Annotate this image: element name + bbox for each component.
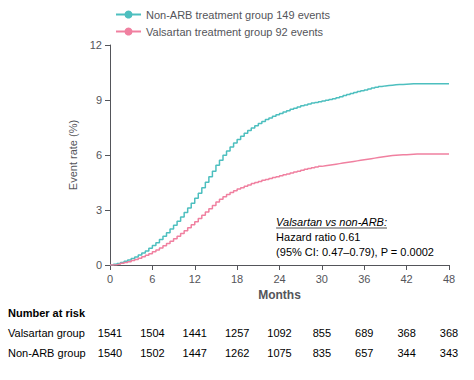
svg-text:1092: 1092	[267, 327, 291, 339]
svg-text:12: 12	[90, 39, 102, 51]
svg-text:Months: Months	[258, 288, 301, 302]
svg-text:Valsartan group: Valsartan group	[8, 327, 85, 339]
svg-text:1541: 1541	[98, 327, 122, 339]
svg-text:1075: 1075	[267, 347, 291, 359]
svg-text:48: 48	[443, 273, 455, 285]
svg-text:855: 855	[313, 327, 331, 339]
svg-text:Event rate (%): Event rate (%)	[67, 120, 79, 190]
svg-text:9: 9	[96, 94, 102, 106]
svg-text:368: 368	[397, 327, 415, 339]
svg-text:Number at risk: Number at risk	[8, 307, 86, 319]
svg-text:1262: 1262	[225, 347, 249, 359]
svg-text:Non-ARB group: Non-ARB group	[8, 347, 86, 359]
svg-text:12: 12	[189, 273, 201, 285]
svg-text:24: 24	[273, 273, 285, 285]
svg-text:36: 36	[358, 273, 370, 285]
svg-text:343: 343	[440, 347, 458, 359]
svg-text:1441: 1441	[183, 327, 207, 339]
svg-text:0: 0	[107, 273, 113, 285]
svg-text:6: 6	[96, 149, 102, 161]
svg-text:835: 835	[313, 347, 331, 359]
svg-text:368: 368	[440, 327, 458, 339]
svg-text:1257: 1257	[225, 327, 249, 339]
svg-text:689: 689	[355, 327, 373, 339]
svg-text:1540: 1540	[98, 347, 122, 359]
svg-text:Valsartan vs non-ARB:: Valsartan vs non-ARB:	[276, 216, 387, 228]
svg-text:Non-ARB treatment group 149 ev: Non-ARB treatment group 149 events	[146, 9, 331, 21]
svg-text:Hazard ratio 0.61: Hazard ratio 0.61	[276, 231, 360, 243]
svg-text:344: 344	[397, 347, 415, 359]
svg-text:Valsartan treatment group 92 e: Valsartan treatment group 92 events	[146, 26, 324, 38]
svg-text:42: 42	[401, 273, 413, 285]
svg-text:6: 6	[149, 273, 155, 285]
svg-text:3: 3	[96, 204, 102, 216]
svg-text:1504: 1504	[140, 327, 164, 339]
svg-text:1502: 1502	[140, 347, 164, 359]
svg-text:1447: 1447	[183, 347, 207, 359]
svg-text:(95% CI: 0.47–0.79), P = 0.000: (95% CI: 0.47–0.79), P = 0.0002	[276, 246, 434, 258]
svg-text:18: 18	[231, 273, 243, 285]
svg-text:30: 30	[316, 273, 328, 285]
svg-text:657: 657	[355, 347, 373, 359]
svg-text:0: 0	[96, 259, 102, 271]
